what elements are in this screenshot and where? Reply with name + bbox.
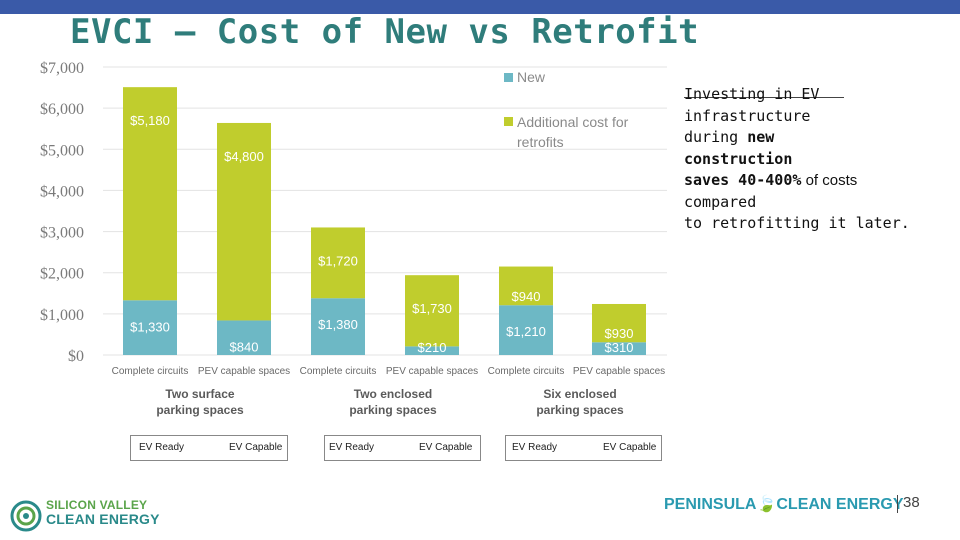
bar-retrofit-label: $4,800 [224, 149, 264, 164]
top-accent-bar [0, 0, 960, 14]
note-line: to retrofitting it later. [684, 214, 910, 232]
note-underline [684, 97, 844, 98]
svce-line1: SILICON VALLEY [46, 498, 148, 512]
bars: $1,330 $5,180 $840 $4,800 $1,380 $1,720 $210 $1… [123, 87, 646, 355]
pce-logo-left: PENINSULA [664, 496, 757, 513]
y-tick-label: $1,000 [40, 307, 84, 324]
svce-logo-text: SILICON VALLEY CLEAN ENERGY [46, 498, 160, 526]
page-number: 38 [903, 494, 920, 511]
bar-new-label: $840 [230, 339, 259, 354]
group-label-six-enclosed: Six enclosed parking spaces [490, 386, 670, 418]
bar-retrofit-label: $940 [512, 289, 541, 304]
ev-box-group-3: EV Ready EV Capable [505, 435, 662, 461]
slide-title: EVCI – Cost of New vs Retrofit [70, 12, 700, 52]
bar-retrofit-label: $930 [605, 326, 634, 341]
bar-new [217, 320, 271, 355]
svce-line2: CLEAN ENERGY [46, 511, 160, 527]
ev-capable-label: EV Capable [229, 442, 283, 453]
bar-new [592, 342, 646, 355]
note-bold-text: construction [684, 149, 793, 168]
legend: New Additional cost for retrofits [504, 69, 629, 150]
group-label-line: Two surface [165, 387, 235, 401]
note-line: saves 40-400% of costs [684, 170, 939, 192]
bar-retrofit-label: $5,180 [130, 113, 170, 128]
y-tick-label: $0 [68, 348, 84, 365]
category-label: Complete circuits [300, 366, 377, 377]
bar-new-label: $310 [605, 340, 634, 355]
note-line: Investing in EV [684, 85, 820, 103]
bar-new [405, 346, 459, 355]
ev-capable-label: EV Capable [419, 442, 473, 453]
y-tick-label: $5,000 [40, 142, 84, 159]
leaf-icon: 🍃 [756, 496, 777, 513]
bar-retrofit [217, 122, 271, 321]
bar-new-label: $1,330 [130, 319, 170, 334]
category-label: Complete circuits [488, 366, 565, 377]
bar-new-label: $210 [418, 340, 447, 355]
ev-ready-label: EV Ready [139, 442, 185, 453]
pce-logo: PENINSULA🍃CLEAN ENERGY [664, 494, 904, 514]
group-label-line: parking spaces [156, 403, 244, 417]
bar-retrofit [123, 87, 177, 301]
bar-retrofit-label: $1,730 [412, 301, 452, 316]
ev-box-group-1: EV Ready EV Capable [130, 435, 288, 461]
category-label: PEV capable spaces [198, 366, 290, 377]
page-number-divider [897, 495, 898, 513]
category-label: PEV capable spaces [386, 366, 478, 377]
bar-new [123, 300, 177, 355]
ev-capable-label: EV Capable [603, 442, 657, 453]
gridlines [103, 66, 667, 356]
callout-note: Investing in EV infrastructure during ne… [684, 84, 939, 235]
note-line: compared [684, 192, 757, 211]
note-line: construction [684, 149, 939, 171]
bar-retrofit [405, 275, 459, 347]
legend-swatch-retrofit [504, 117, 513, 126]
ev-ready-label: EV Ready [329, 442, 375, 453]
group-label-line: Six enclosed [543, 387, 617, 401]
category-label: Complete circuits [112, 366, 189, 377]
svce-logo-icon [10, 500, 42, 532]
y-tick-label: $4,000 [40, 183, 84, 200]
note-text: during [684, 128, 748, 146]
note-bold-text: new [747, 128, 775, 146]
category-label: PEV capable spaces [573, 366, 665, 377]
legend-swatch-new [504, 73, 513, 82]
y-axis-ticks: $0 $1,000 $2,000 $3,000 $4,000 $5,000 $6,000 $7… [40, 60, 84, 365]
pce-logo-right: CLEAN ENERGY [776, 496, 904, 513]
y-tick-label: $6,000 [40, 101, 84, 118]
note-text: of costs [801, 172, 858, 189]
y-tick-label: $3,000 [40, 225, 84, 242]
bar-retrofit [592, 303, 646, 343]
group-label-line: parking spaces [349, 403, 437, 417]
y-tick-label: $7,000 [40, 60, 84, 77]
bar-new [311, 298, 365, 355]
bar-new [499, 305, 553, 355]
legend-label-retrofit: Additional cost for retrofits [517, 114, 629, 150]
group-label-two-surface: Two surface parking spaces [110, 386, 290, 418]
bar-new-label: $1,210 [506, 324, 546, 339]
bar-retrofit [499, 266, 553, 306]
ev-box-group-2: EV Ready EV Capable [324, 435, 481, 461]
stacked-bar-chart: $0 $1,000 $2,000 $3,000 $4,000 $5,000 $6,000 $7… [40, 60, 667, 377]
note-line: infrastructure [684, 106, 811, 125]
group-label-two-enclosed: Two enclosed parking spaces [303, 386, 483, 418]
category-labels: Complete circuits PEV capable spaces Compl… [112, 366, 665, 377]
y-tick-label: $2,000 [40, 266, 84, 283]
bar-new-label: $1,380 [318, 317, 358, 332]
group-label-line: Two enclosed [353, 387, 433, 401]
note-bold-text: saves 40-400% [684, 171, 802, 189]
bar-retrofit [311, 227, 365, 299]
bar-retrofit-label: $1,720 [318, 253, 358, 268]
legend-label-new: New [517, 69, 546, 85]
group-label-line: parking spaces [536, 403, 624, 417]
note-line: during new [684, 127, 939, 149]
ev-ready-label: EV Ready [512, 442, 558, 453]
